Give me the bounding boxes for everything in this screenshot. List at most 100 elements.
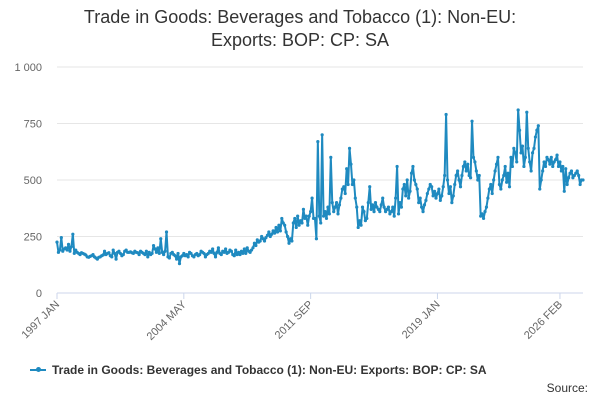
data-point[interactable] — [143, 252, 147, 257]
data-point[interactable] — [532, 146, 536, 150]
data-point[interactable] — [275, 230, 280, 234]
data-point[interactable] — [324, 216, 329, 221]
data-point[interactable] — [360, 205, 365, 209]
data-point[interactable] — [336, 212, 340, 216]
source-label[interactable]: Source: — [546, 381, 588, 395]
data-point[interactable] — [347, 146, 352, 150]
data-point[interactable] — [510, 164, 514, 169]
data-point[interactable] — [349, 162, 353, 166]
data-point[interactable] — [458, 185, 463, 189]
data-point[interactable] — [451, 194, 455, 198]
data-point[interactable] — [146, 255, 150, 259]
data-point[interactable] — [434, 196, 438, 200]
data-point[interactable] — [394, 196, 398, 200]
data-point[interactable] — [392, 214, 396, 218]
data-point[interactable] — [500, 178, 504, 182]
data-point[interactable] — [481, 216, 486, 221]
data-point[interactable] — [198, 252, 202, 257]
data-point[interactable] — [219, 252, 223, 257]
data-point[interactable] — [559, 169, 563, 173]
data-point[interactable] — [432, 189, 437, 193]
data-point[interactable] — [535, 128, 539, 132]
data-point[interactable] — [483, 210, 487, 214]
data-point[interactable] — [356, 225, 360, 230]
data-point[interactable] — [72, 251, 76, 256]
data-point[interactable] — [65, 248, 69, 252]
data-point[interactable] — [216, 246, 220, 250]
data-point[interactable] — [444, 112, 448, 117]
data-point[interactable] — [437, 187, 441, 191]
data-point[interactable] — [319, 221, 323, 225]
data-point[interactable] — [175, 257, 179, 261]
data-point[interactable] — [251, 246, 255, 250]
data-point[interactable] — [68, 249, 72, 253]
data-point[interactable] — [555, 153, 559, 157]
data-point[interactable] — [229, 249, 233, 253]
data-point[interactable] — [55, 240, 59, 244]
data-point[interactable] — [162, 252, 166, 257]
data-point[interactable] — [577, 173, 581, 178]
data-point[interactable] — [564, 167, 568, 171]
data-point[interactable] — [551, 164, 555, 169]
data-point[interactable] — [471, 155, 476, 159]
data-point[interactable] — [326, 205, 330, 209]
data-point[interactable] — [507, 185, 512, 189]
legend[interactable]: Trade in Goods: Beverages and Tobacco (1… — [30, 362, 487, 378]
data-point[interactable] — [517, 128, 522, 132]
data-point[interactable] — [505, 180, 509, 184]
data-point[interactable] — [314, 237, 318, 241]
data-point[interactable] — [412, 178, 416, 182]
data-point[interactable] — [494, 162, 499, 166]
data-point[interactable] — [254, 243, 258, 248]
data-point[interactable] — [538, 187, 542, 191]
data-point[interactable] — [317, 214, 321, 218]
data-point[interactable] — [398, 201, 402, 205]
data-point[interactable] — [352, 178, 356, 182]
data-point[interactable] — [245, 246, 249, 250]
data-point[interactable] — [424, 198, 428, 202]
data-point[interactable] — [258, 239, 262, 243]
data-point[interactable] — [480, 212, 484, 216]
data-point[interactable] — [110, 255, 114, 259]
data-point[interactable] — [569, 169, 574, 173]
data-point[interactable] — [425, 191, 429, 196]
data-point[interactable] — [343, 191, 347, 196]
data-point[interactable] — [215, 250, 219, 254]
data-point[interactable] — [474, 169, 478, 173]
data-point[interactable] — [290, 239, 294, 243]
data-point[interactable] — [522, 164, 526, 169]
data-point[interactable] — [443, 173, 447, 178]
data-point[interactable] — [283, 223, 287, 227]
data-point[interactable] — [399, 205, 404, 209]
data-point[interactable] — [411, 164, 415, 169]
data-point[interactable] — [533, 135, 538, 139]
data-point[interactable] — [270, 232, 274, 236]
data-point[interactable] — [332, 210, 336, 214]
data-point[interactable] — [445, 178, 450, 182]
data-point[interactable] — [296, 214, 300, 218]
data-point[interactable] — [493, 169, 497, 173]
data-point[interactable] — [487, 187, 491, 191]
data-point[interactable] — [549, 155, 553, 159]
data-point[interactable] — [285, 234, 290, 239]
data-point[interactable] — [307, 214, 311, 218]
data-point[interactable] — [277, 223, 281, 227]
data-point[interactable] — [389, 210, 393, 214]
data-point[interactable] — [284, 230, 288, 234]
data-point[interactable] — [435, 191, 440, 196]
data-point[interactable] — [186, 255, 190, 259]
data-point[interactable] — [102, 249, 107, 253]
data-point[interactable] — [334, 201, 339, 205]
data-point[interactable] — [301, 207, 306, 211]
data-point[interactable] — [353, 196, 357, 200]
data-point[interactable] — [499, 187, 503, 191]
data-point[interactable] — [71, 232, 75, 236]
data-point[interactable] — [542, 160, 546, 164]
data-point[interactable] — [150, 251, 154, 256]
data-point[interactable] — [506, 171, 510, 175]
data-point[interactable] — [378, 210, 382, 214]
data-point[interactable] — [454, 173, 458, 178]
data-point[interactable] — [177, 262, 182, 266]
data-point[interactable] — [565, 182, 569, 187]
data-point[interactable] — [539, 178, 543, 182]
